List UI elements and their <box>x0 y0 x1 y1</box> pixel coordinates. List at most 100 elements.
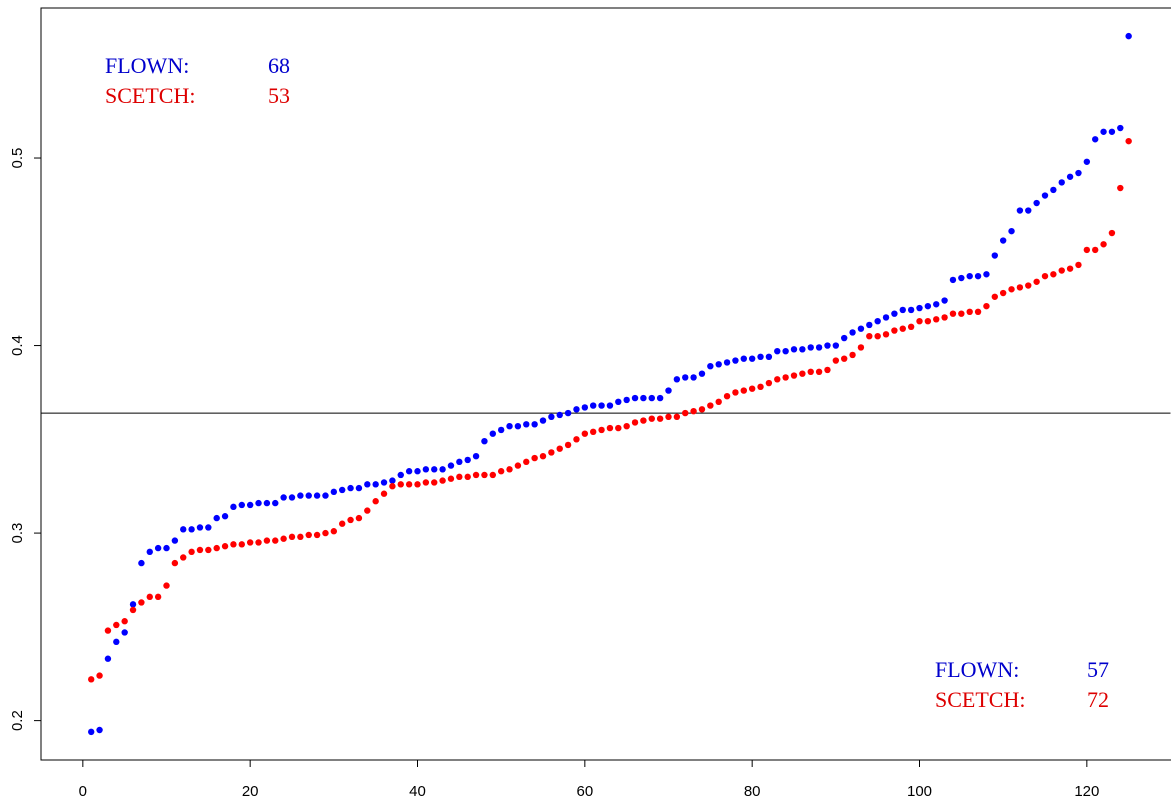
point <box>280 535 287 542</box>
point <box>431 466 438 473</box>
point <box>113 638 120 646</box>
point <box>924 317 932 325</box>
point <box>163 582 170 589</box>
point <box>866 332 873 340</box>
x-tick-label: 120 <box>1074 783 1099 800</box>
point <box>539 417 547 424</box>
x-tick-label: 100 <box>907 783 932 800</box>
point <box>824 366 831 374</box>
point <box>305 531 312 539</box>
point <box>623 422 630 430</box>
point <box>188 548 195 556</box>
point <box>682 374 689 381</box>
point <box>807 368 814 376</box>
point <box>1125 32 1132 40</box>
point <box>339 520 346 527</box>
point <box>949 310 957 317</box>
annotation-label: SCETCH: <box>935 687 1025 712</box>
point <box>230 503 237 511</box>
point <box>1016 284 1024 291</box>
point <box>774 347 781 355</box>
point <box>841 334 848 342</box>
point <box>447 475 455 482</box>
point <box>933 316 940 323</box>
x-tick-label: 60 <box>576 783 593 800</box>
point <box>154 544 162 552</box>
point <box>380 479 388 486</box>
point <box>648 415 655 422</box>
point <box>347 484 354 492</box>
point <box>774 376 781 383</box>
point <box>899 325 906 332</box>
point <box>88 728 95 736</box>
point <box>481 471 488 479</box>
point <box>305 492 312 499</box>
point <box>790 346 798 353</box>
point <box>882 314 890 321</box>
point <box>96 726 103 734</box>
point <box>1050 186 1057 194</box>
point <box>1050 271 1057 278</box>
point <box>564 441 572 449</box>
point <box>548 449 555 456</box>
point <box>138 599 145 606</box>
point <box>196 524 204 531</box>
point <box>221 543 229 550</box>
point <box>456 473 463 481</box>
point <box>506 466 513 473</box>
point <box>673 413 681 421</box>
point <box>138 559 145 567</box>
plot-frame <box>40 7 1171 761</box>
point <box>397 481 404 488</box>
point <box>698 406 706 413</box>
point <box>740 387 747 394</box>
point <box>313 531 321 539</box>
point <box>188 526 195 533</box>
point <box>422 466 430 473</box>
point <box>514 422 522 430</box>
point <box>372 481 379 488</box>
point <box>974 308 982 316</box>
point <box>539 452 547 460</box>
point <box>146 593 153 601</box>
point <box>815 344 823 351</box>
point <box>556 411 563 419</box>
point <box>882 331 890 338</box>
point <box>380 490 388 497</box>
point <box>121 618 128 625</box>
point <box>916 304 923 312</box>
point <box>899 306 906 314</box>
y-tick-label: 0.4 <box>9 335 26 356</box>
point <box>1058 267 1065 274</box>
point <box>1108 128 1116 135</box>
point <box>280 494 287 501</box>
point <box>213 544 220 552</box>
point <box>439 466 446 473</box>
annotation-count: 57 <box>1087 657 1109 682</box>
annotation-count: 53 <box>268 83 290 108</box>
point <box>723 359 731 366</box>
point <box>556 445 563 452</box>
point <box>171 537 179 544</box>
point <box>255 539 262 546</box>
point <box>1008 286 1015 293</box>
point <box>129 601 137 608</box>
point <box>732 357 739 364</box>
point <box>715 361 722 368</box>
point <box>631 394 639 402</box>
point <box>129 606 137 614</box>
point <box>748 355 756 362</box>
point <box>907 306 915 314</box>
point <box>288 533 296 541</box>
point <box>640 417 647 424</box>
point <box>1100 128 1107 135</box>
point <box>966 308 973 316</box>
point <box>405 481 413 488</box>
point <box>623 396 630 404</box>
point <box>523 421 530 428</box>
point <box>598 402 605 409</box>
point <box>573 436 580 443</box>
point <box>1066 265 1074 272</box>
